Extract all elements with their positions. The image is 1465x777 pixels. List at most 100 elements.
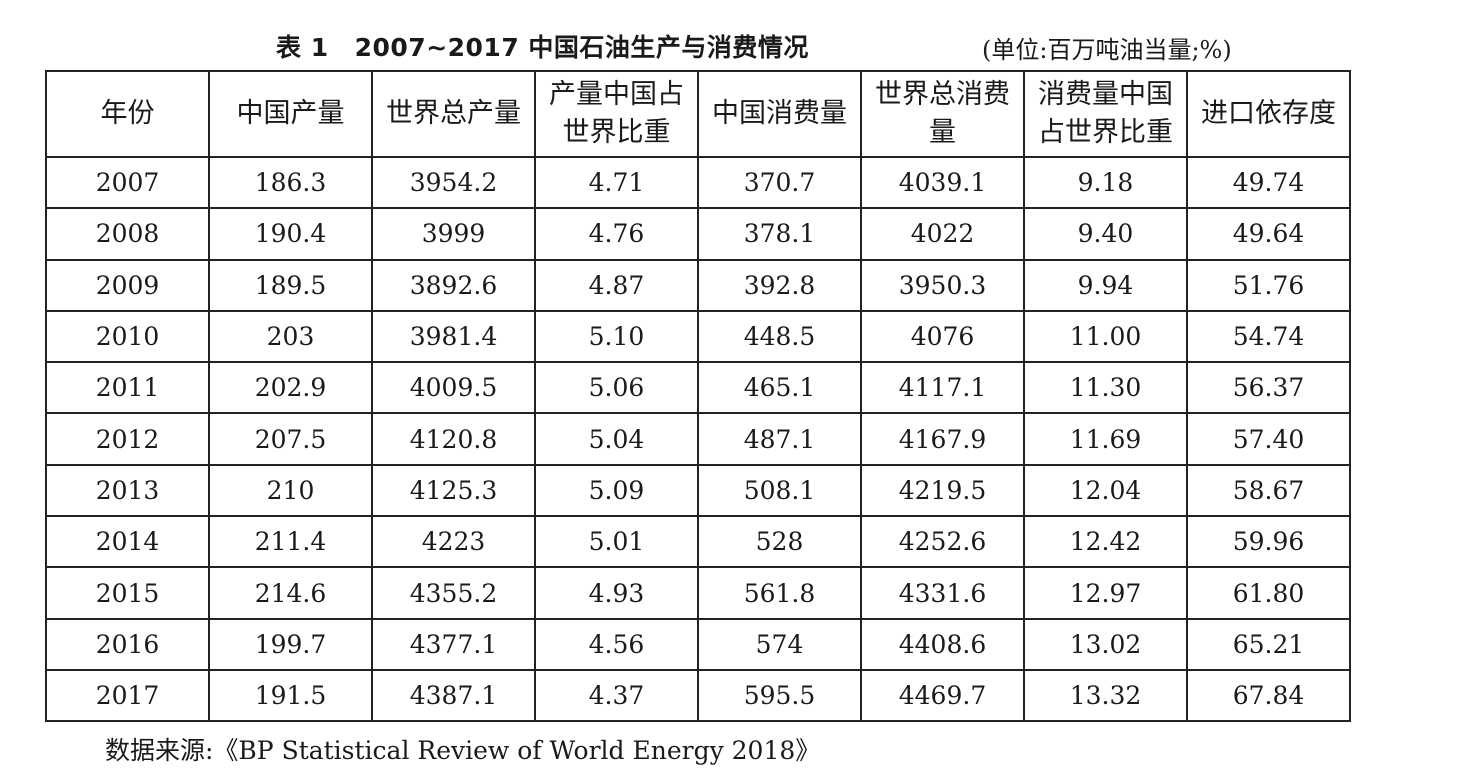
- table-row: 2011 202.9 4009.5 5.06 465.1 4117.1 11.30 56.37: [45, 361, 1351, 415]
- cell-world-production: 4377.1: [371, 617, 536, 671]
- cell-world-production: 3999: [371, 207, 536, 261]
- table-body: 2007 186.3 3954.2 4.71 370.7 4039.1 9.18 49.74 2…: [45, 155, 1351, 723]
- cell-production-share: 5.06: [534, 361, 699, 415]
- table-row: 2010 203 3981.4 5.10 448.5 4076 11.00 54.74: [45, 309, 1351, 364]
- cell-world-production: 4120.8: [371, 412, 536, 466]
- header-world-consumption-text: 世界总消费量: [875, 79, 1010, 148]
- cell-world-production: 3981.4: [371, 309, 536, 364]
- cell-china-consumption: 508.1: [697, 463, 862, 518]
- table-row: 2009 189.5 3892.6 4.87 392.8 3950.3 9.94 51.76: [45, 258, 1351, 312]
- table-row: 2007 186.3 3954.2 4.71 370.7 4039.1 9.18 49.74: [45, 155, 1351, 210]
- header-consumption-share-text: 消费量中国 占世界比重: [1038, 79, 1173, 148]
- cell-china-consumption: 561.8: [697, 566, 862, 620]
- table-row: 2017 191.5 4387.1 4.37 595.5 4469.7 13.32 67.84: [45, 668, 1351, 723]
- cell-import-dependency: 51.76: [1186, 258, 1351, 312]
- cell-world-consumption: 4331.6: [860, 566, 1025, 620]
- cell-china-consumption: 370.7: [697, 155, 862, 210]
- cell-production-share: 5.09: [534, 463, 699, 518]
- cell-world-production: 4009.5: [371, 361, 536, 415]
- table-row: 2013 210 4125.3 5.09 508.1 4219.5 12.04 58.67: [45, 463, 1351, 518]
- table-number: 表 1: [276, 33, 329, 62]
- cell-import-dependency: 65.21: [1186, 617, 1351, 671]
- cell-china-production: 189.5: [208, 258, 373, 312]
- cell-production-share: 4.71: [534, 155, 699, 210]
- cell-year: 2009: [45, 258, 210, 312]
- cell-consumption-share: 9.18: [1023, 155, 1188, 210]
- cell-world-consumption: 4252.6: [860, 515, 1025, 569]
- cell-world-production: 4125.3: [371, 463, 536, 518]
- header-row: 年份 中国产量 世界总产量 产量中国占 世界比重 中国消费量 世界总消费量 消费量…: [45, 70, 1351, 158]
- cell-import-dependency: 67.84: [1186, 668, 1351, 723]
- header-production-share-text: 产量中国占 世界比重: [549, 79, 684, 148]
- header-production-share: 产量中国占 世界比重: [534, 70, 699, 158]
- cell-import-dependency: 49.74: [1186, 155, 1351, 210]
- cell-import-dependency: 61.80: [1186, 566, 1351, 620]
- cell-world-production: 3892.6: [371, 258, 536, 312]
- cell-import-dependency: 58.67: [1186, 463, 1351, 518]
- table-row: 2016 199.7 4377.1 4.56 574 4408.6 13.02 65.21: [45, 617, 1351, 671]
- cell-production-share: 5.01: [534, 515, 699, 569]
- cell-china-production: 211.4: [208, 515, 373, 569]
- header-year: 年份: [45, 70, 210, 158]
- cell-year: 2014: [45, 515, 210, 569]
- cell-consumption-share: 13.02: [1023, 617, 1188, 671]
- cell-world-consumption: 4469.7: [860, 668, 1025, 723]
- data-source-note: 数据来源:《BP Statistical Review of World Ene…: [105, 736, 821, 765]
- cell-china-production: 214.6: [208, 566, 373, 620]
- cell-china-consumption: 465.1: [697, 361, 862, 415]
- header-world-consumption: 世界总消费量: [860, 70, 1025, 158]
- cell-world-consumption: 4039.1: [860, 155, 1025, 210]
- cell-china-production: 203: [208, 309, 373, 364]
- cell-world-production: 4355.2: [371, 566, 536, 620]
- cell-world-consumption: 4076: [860, 309, 1025, 364]
- cell-china-production: 210: [208, 463, 373, 518]
- cell-consumption-share: 12.04: [1023, 463, 1188, 518]
- header-china-production: 中国产量: [208, 70, 373, 158]
- table-title: 表 1 2007~2017 中国石油生产与消费情况: [276, 28, 809, 64]
- cell-production-share: 4.76: [534, 207, 699, 261]
- cell-consumption-share: 13.32: [1023, 668, 1188, 723]
- cell-world-consumption: 4408.6: [860, 617, 1025, 671]
- cell-consumption-share: 11.69: [1023, 412, 1188, 466]
- cell-world-consumption: 4117.1: [860, 361, 1025, 415]
- cell-world-consumption: 4022: [860, 207, 1025, 261]
- table-row: 2012 207.5 4120.8 5.04 487.1 4167.9 11.69 57.40: [45, 412, 1351, 466]
- cell-consumption-share: 11.00: [1023, 309, 1188, 364]
- cell-year: 2016: [45, 617, 210, 671]
- cell-import-dependency: 59.96: [1186, 515, 1351, 569]
- cell-import-dependency: 54.74: [1186, 309, 1351, 364]
- cell-world-consumption: 4219.5: [860, 463, 1025, 518]
- header-consumption-share: 消费量中国 占世界比重: [1023, 70, 1188, 158]
- cell-production-share: 5.04: [534, 412, 699, 466]
- cell-world-consumption: 4167.9: [860, 412, 1025, 466]
- cell-consumption-share: 12.42: [1023, 515, 1188, 569]
- cell-year: 2008: [45, 207, 210, 261]
- cell-year: 2010: [45, 309, 210, 364]
- header-import-dependency: 进口依存度: [1186, 70, 1351, 158]
- cell-china-production: 191.5: [208, 668, 373, 723]
- cell-year: 2015: [45, 566, 210, 620]
- cell-china-consumption: 392.8: [697, 258, 862, 312]
- cell-china-production: 202.9: [208, 361, 373, 415]
- table-title-text: 2007~2017 中国石油生产与消费情况: [354, 33, 809, 62]
- cell-china-production: 207.5: [208, 412, 373, 466]
- table-row: 2008 190.4 3999 4.76 378.1 4022 9.40 49.64: [45, 207, 1351, 261]
- cell-consumption-share: 9.94: [1023, 258, 1188, 312]
- header-china-consumption: 中国消费量: [697, 70, 862, 158]
- cell-world-production: 4387.1: [371, 668, 536, 723]
- cell-production-share: 4.93: [534, 566, 699, 620]
- cell-china-consumption: 448.5: [697, 309, 862, 364]
- cell-import-dependency: 57.40: [1186, 412, 1351, 466]
- cell-production-share: 4.37: [534, 668, 699, 723]
- table-row: 2014 211.4 4223 5.01 528 4252.6 12.42 59.96: [45, 515, 1351, 569]
- cell-consumption-share: 12.97: [1023, 566, 1188, 620]
- cell-production-share: 5.10: [534, 309, 699, 364]
- unit-note: (单位:百万吨油当量;%): [982, 36, 1232, 64]
- cell-consumption-share: 11.30: [1023, 361, 1188, 415]
- header-world-production: 世界总产量: [371, 70, 536, 158]
- cell-consumption-share: 9.40: [1023, 207, 1188, 261]
- cell-year: 2012: [45, 412, 210, 466]
- table-row: 2015 214.6 4355.2 4.93 561.8 4331.6 12.97 61.80: [45, 566, 1351, 620]
- cell-world-consumption: 3950.3: [860, 258, 1025, 312]
- cell-china-production: 190.4: [208, 207, 373, 261]
